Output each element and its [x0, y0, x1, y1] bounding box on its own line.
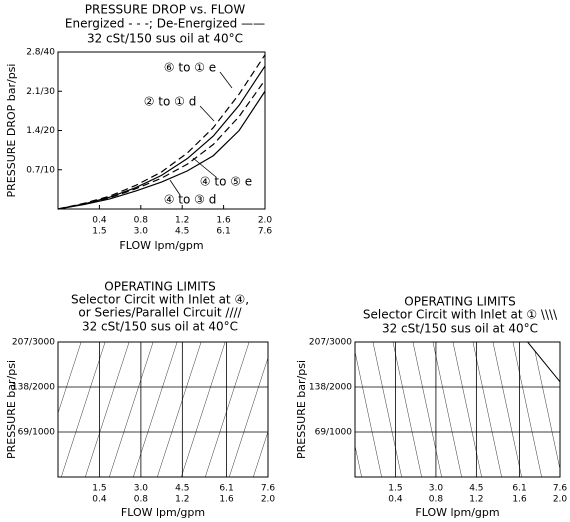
operating-area	[57, 341, 269, 478]
leader-line	[199, 105, 215, 122]
x-axis-label: FLOW lpm/gpm	[121, 506, 205, 519]
x-tick-label: 0.8	[134, 495, 149, 505]
x-tick-label: 6.1	[219, 484, 233, 494]
y-tick-label: 2.1/30	[26, 87, 55, 97]
y-tick-label: 2.8/40	[26, 48, 55, 58]
y-tick-label: 138/2000	[12, 383, 55, 393]
x-tick-label: 7.6	[553, 484, 568, 494]
x-tick-label: 0.8	[429, 495, 444, 505]
x-axis-label: FLOW lpm/gpm	[415, 506, 499, 519]
x-tick-label: 0.4	[92, 216, 107, 226]
leader-line	[219, 71, 233, 89]
x-tick-label: 1.2	[469, 495, 483, 505]
chart-subtitle: 32 cSt/150 sus oil at 40°C	[382, 322, 538, 336]
x-tick-label: 3.0	[429, 484, 444, 494]
x-tick-label: 4.5	[469, 484, 483, 494]
x-tick-label: 4.5	[175, 484, 189, 494]
x-tick-label: 1.5	[92, 484, 106, 494]
curve-label: ④ to ⑤ e	[200, 175, 252, 189]
x-tick-label: 7.6	[258, 227, 273, 237]
flow-curve	[57, 54, 266, 210]
x-tick-label: 1.2	[175, 216, 189, 226]
y-tick-label: 207/3000	[309, 338, 352, 348]
y-tick-label: 1.4/20	[26, 126, 55, 136]
leader-line	[169, 179, 181, 196]
plot-frame	[57, 341, 269, 478]
x-tick-label: 6.1	[512, 484, 526, 494]
x-tick-label: 2.0	[261, 495, 276, 505]
y-tick-label: 69/1000	[315, 428, 353, 438]
y-axis-label: PRESSURE DROP bar/psi	[5, 64, 18, 198]
plot-frame	[354, 341, 561, 478]
operating-area	[354, 341, 561, 478]
chart-subtitle: or Series/Parallel Circuit ////	[78, 306, 242, 320]
chart-title: PRESSURE DROP vs. FLOW	[85, 3, 246, 17]
x-tick-label: 2.0	[258, 216, 273, 226]
y-axis-label: PRESSURE bar/psi	[295, 360, 308, 459]
x-tick-label: 2.0	[553, 495, 568, 505]
x-tick-label: 1.5	[92, 227, 106, 237]
chart-subtitle: Selector Circit with Inlet at ④,	[71, 293, 249, 307]
y-tick-label: 69/1000	[18, 428, 56, 438]
x-tick-label: 1.6	[219, 495, 234, 505]
y-tick-label: 138/2000	[309, 383, 352, 393]
y-tick-label: 0.7/10	[26, 165, 55, 175]
chart-subtitle: 32 cSt/150 sus oil at 40°C	[82, 320, 238, 334]
plot-frame	[57, 51, 266, 210]
curve-label: ② to ① d	[144, 95, 197, 109]
x-tick-label: 1.6	[216, 216, 231, 226]
leader-line	[192, 157, 217, 178]
chart-title: OPERATING LIMITS	[404, 295, 515, 309]
curve-label: ⑥ to ① e	[164, 61, 216, 75]
chart-subtitle: Energized - - -; De-Energized ——	[65, 17, 265, 31]
x-tick-label: 1.5	[388, 484, 402, 494]
x-tick-label: 4.5	[175, 227, 189, 237]
chart-title: OPERATING LIMITS	[104, 280, 215, 294]
chart-subtitle: 32 cSt/150 sus oil at 40°C	[87, 32, 243, 46]
y-tick-label: 207/3000	[12, 338, 55, 348]
x-tick-label: 3.0	[134, 484, 149, 494]
x-tick-label: 7.6	[261, 484, 276, 494]
x-tick-label: 0.4	[92, 495, 107, 505]
x-tick-label: 3.0	[134, 227, 149, 237]
x-tick-label: 1.2	[175, 495, 189, 505]
x-tick-label: 6.1	[216, 227, 230, 237]
x-tick-label: 1.6	[512, 495, 527, 505]
x-axis-label: FLOW lpm/gpm	[119, 239, 203, 252]
flow-curve	[57, 90, 266, 210]
chart-subtitle: Selector Circit with Inlet at ① \\\\	[363, 308, 558, 322]
flow-curve	[57, 79, 266, 210]
x-tick-label: 0.8	[134, 216, 149, 226]
x-tick-label: 0.4	[388, 495, 403, 505]
curve-label: ④ to ③ d	[164, 193, 217, 207]
y-axis-label: PRESSURE bar/psi	[5, 360, 18, 459]
